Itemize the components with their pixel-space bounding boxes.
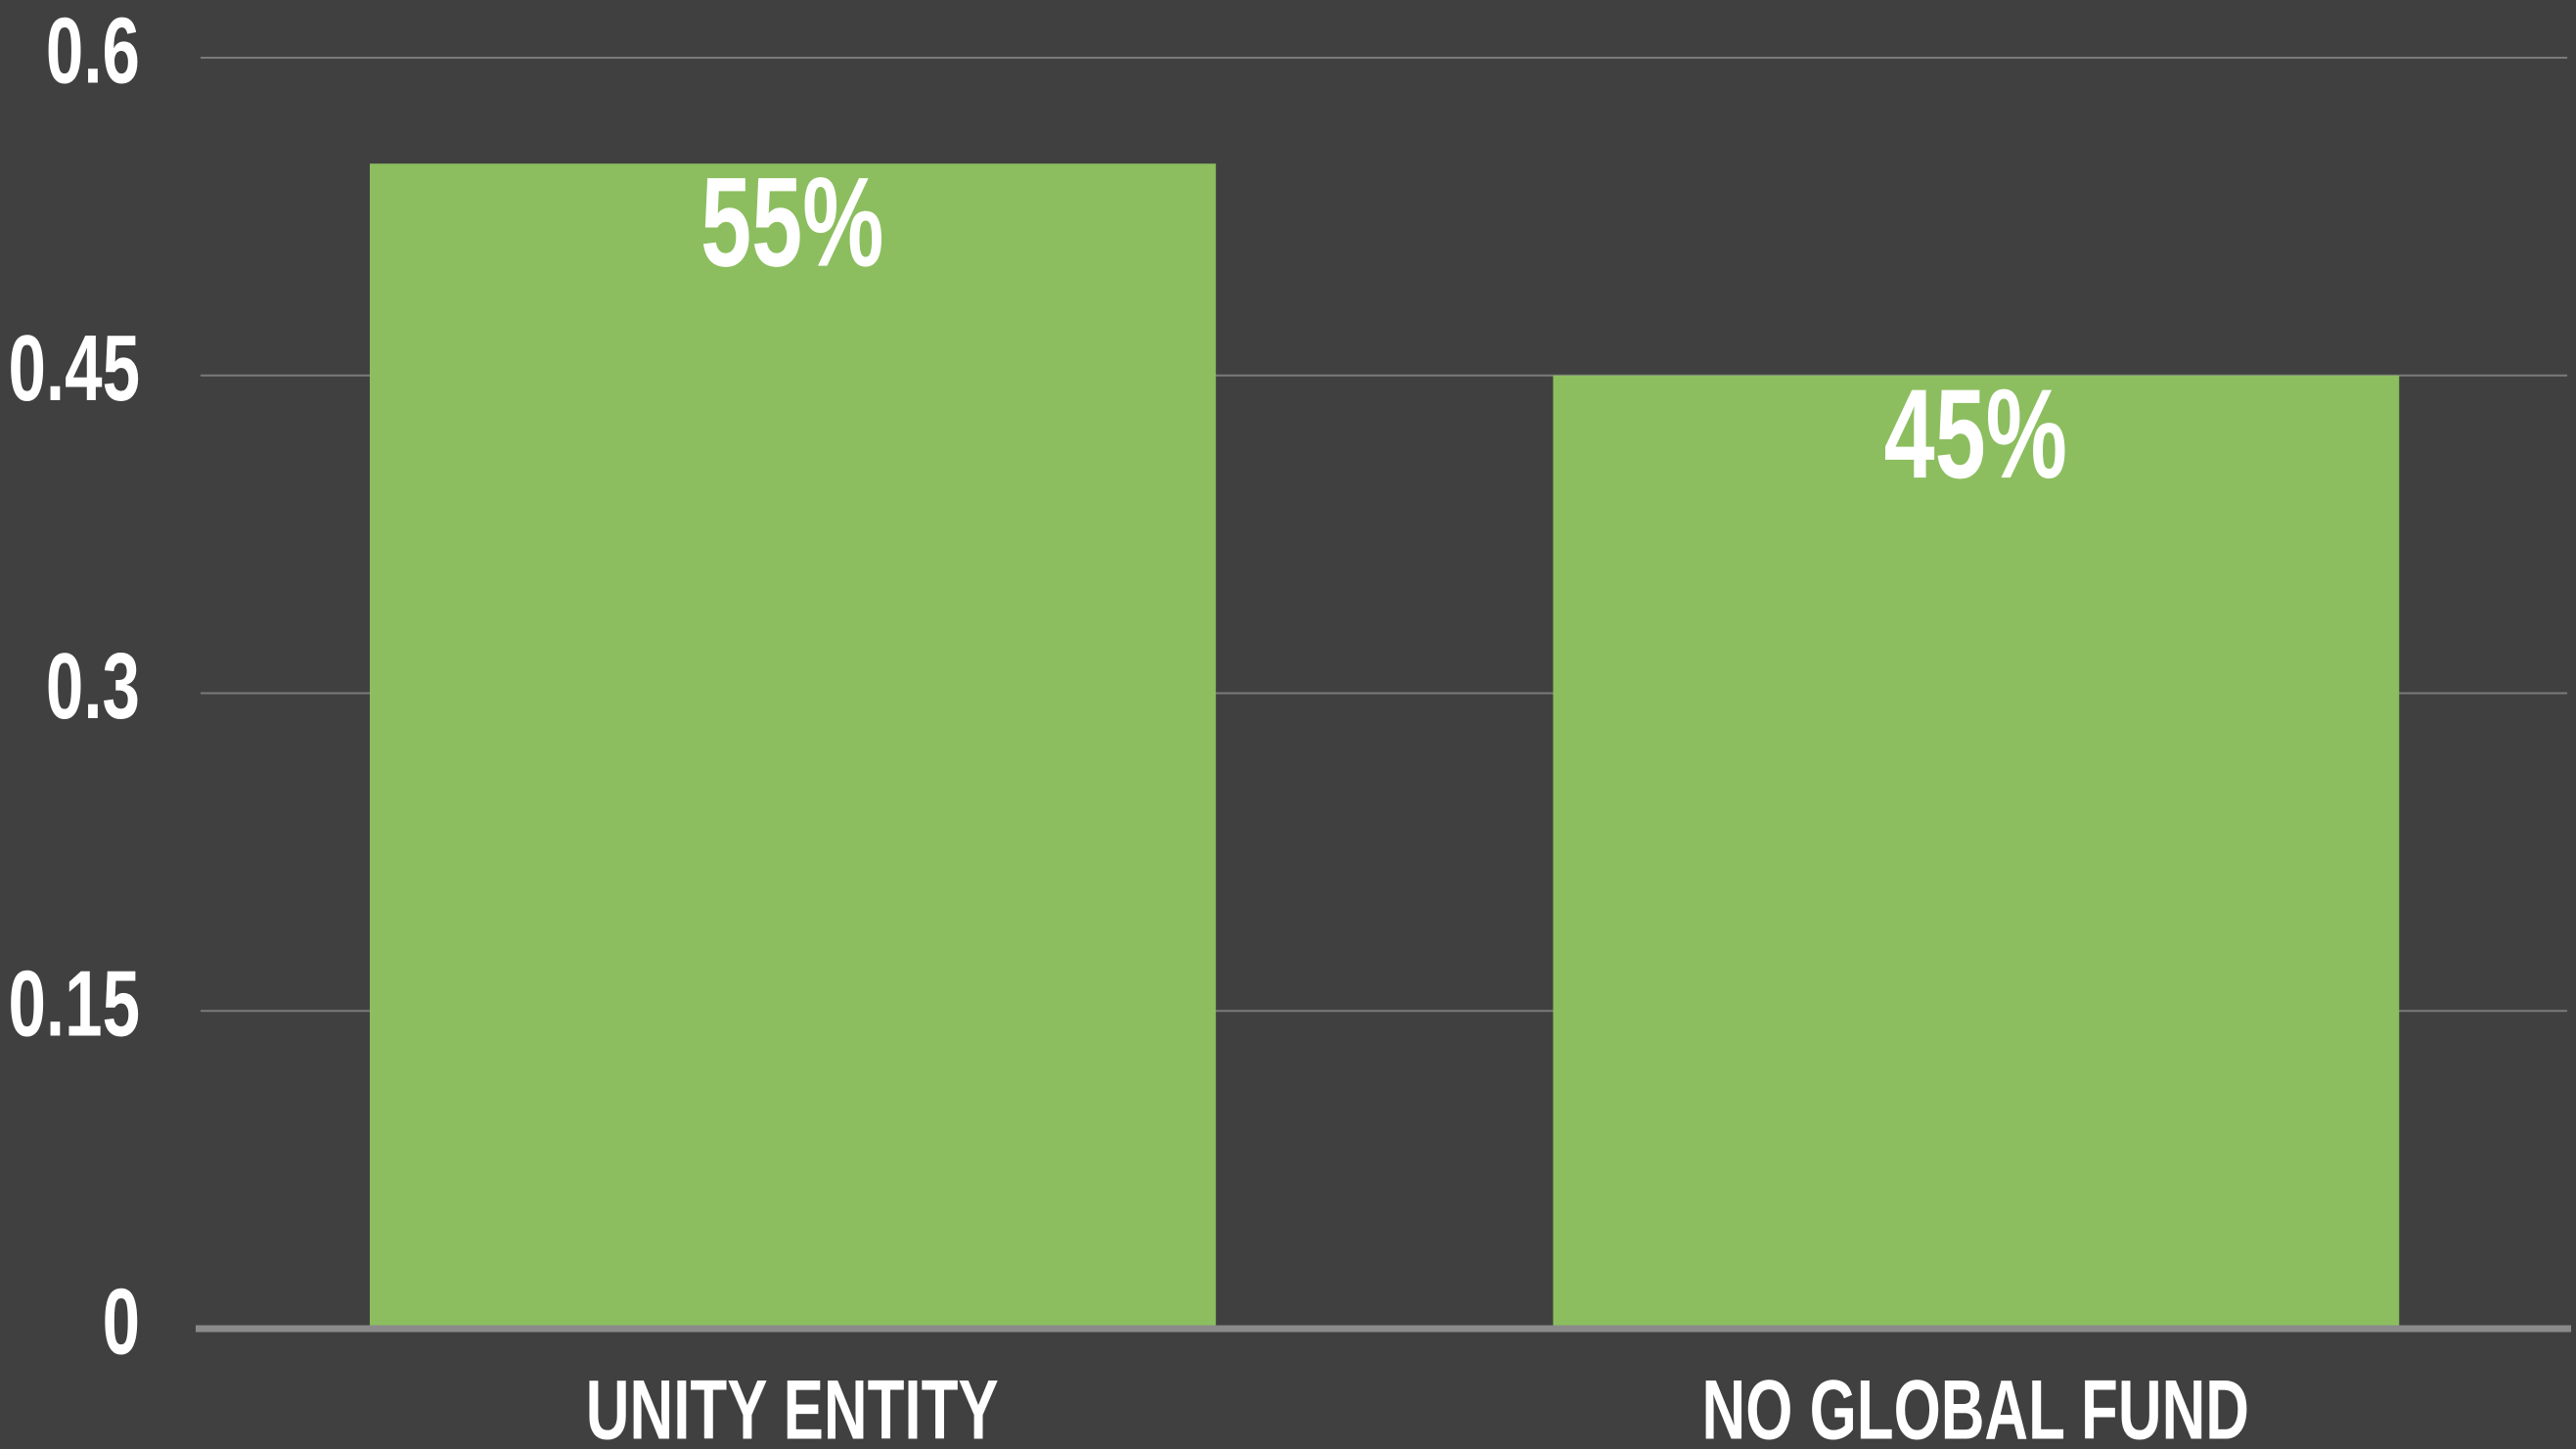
x-tick-label: UNITY ENTITY [586, 1363, 999, 1449]
data-label: 45% [1884, 363, 2067, 506]
data-label: 55% [700, 152, 883, 294]
y-tick-label: 0.3 [46, 633, 140, 739]
y-tick-label: 0 [103, 1268, 140, 1374]
y-tick-label: 0.15 [9, 950, 140, 1056]
bar [369, 163, 1216, 1329]
y-tick-label: 0.6 [46, 0, 140, 103]
bar [1553, 375, 2400, 1329]
y-tick-label: 0.45 [9, 315, 140, 421]
x-tick-label: NO GLOBAL FUND [1702, 1363, 2249, 1449]
